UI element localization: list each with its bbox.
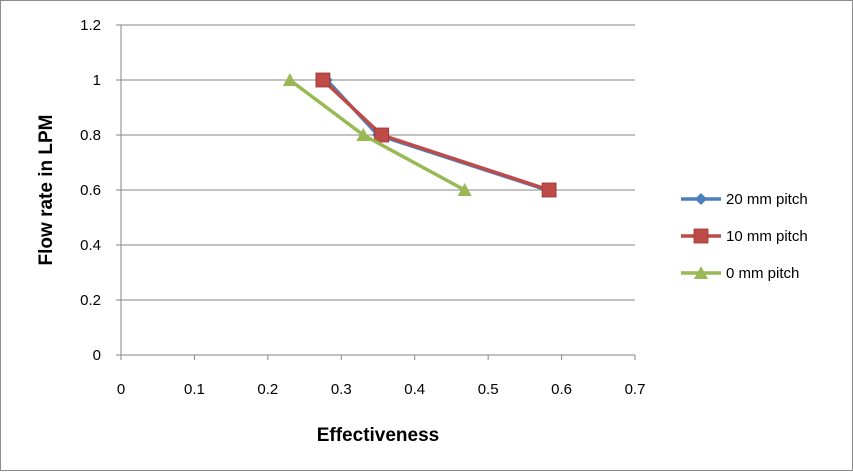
data-point: [282, 73, 297, 86]
data-point: [541, 182, 557, 198]
x-tick-label: 0.4: [404, 381, 425, 398]
legend-marker: [693, 228, 709, 244]
y-tick-label: 1: [93, 72, 101, 89]
y-axis-title: Flow rate in LPM: [36, 115, 57, 266]
x-tick-labels: 0 0.1 0.2 0.3 0.4 0.5 0.6 0.7: [117, 381, 646, 398]
series-10-mm-pitch: [315, 72, 557, 198]
y-tick-label: 0.6: [80, 182, 101, 199]
legend-label: 0 mm pitch: [726, 265, 799, 282]
series-lines: [282, 72, 557, 198]
x-tick-label: 0.3: [331, 381, 352, 398]
legend: 20 mm pitch 10 mm pitch 0 mm pitch: [681, 191, 808, 282]
y-tick-label: 0: [93, 347, 101, 364]
gridlines: [121, 24, 635, 301]
legend-item: 10 mm pitch: [681, 228, 808, 245]
legend-marker: [694, 266, 708, 279]
legend-label: 10 mm pitch: [726, 228, 808, 245]
x-tick-label: 0.1: [184, 381, 205, 398]
legend-item: 20 mm pitch: [681, 191, 808, 208]
x-axis-title: Effectiveness: [317, 425, 440, 446]
y-tick-label: 0.4: [80, 237, 101, 254]
data-point: [457, 183, 472, 196]
legend-marker: [695, 193, 707, 205]
x-tick-label: 0.2: [257, 381, 278, 398]
data-point: [374, 127, 390, 143]
data-point: [315, 72, 331, 88]
y-tick-label: 1.2: [80, 17, 101, 34]
data-point: [356, 128, 371, 141]
y-tick-labels: 0 0.2 0.4 0.6 0.8 1 1.2: [80, 17, 101, 364]
axes: [116, 24, 636, 360]
x-tick-label: 0: [117, 381, 125, 398]
x-tick-label: 0.7: [625, 381, 646, 398]
series-0-mm-pitch: [282, 73, 472, 196]
y-tick-label: 0.2: [80, 292, 101, 309]
x-tick-label: 0.5: [478, 381, 499, 398]
legend-label: 20 mm pitch: [726, 191, 808, 208]
y-tick-label: 0.8: [80, 127, 101, 144]
x-tick-label: 0.6: [551, 381, 572, 398]
legend-item: 0 mm pitch: [681, 265, 799, 282]
